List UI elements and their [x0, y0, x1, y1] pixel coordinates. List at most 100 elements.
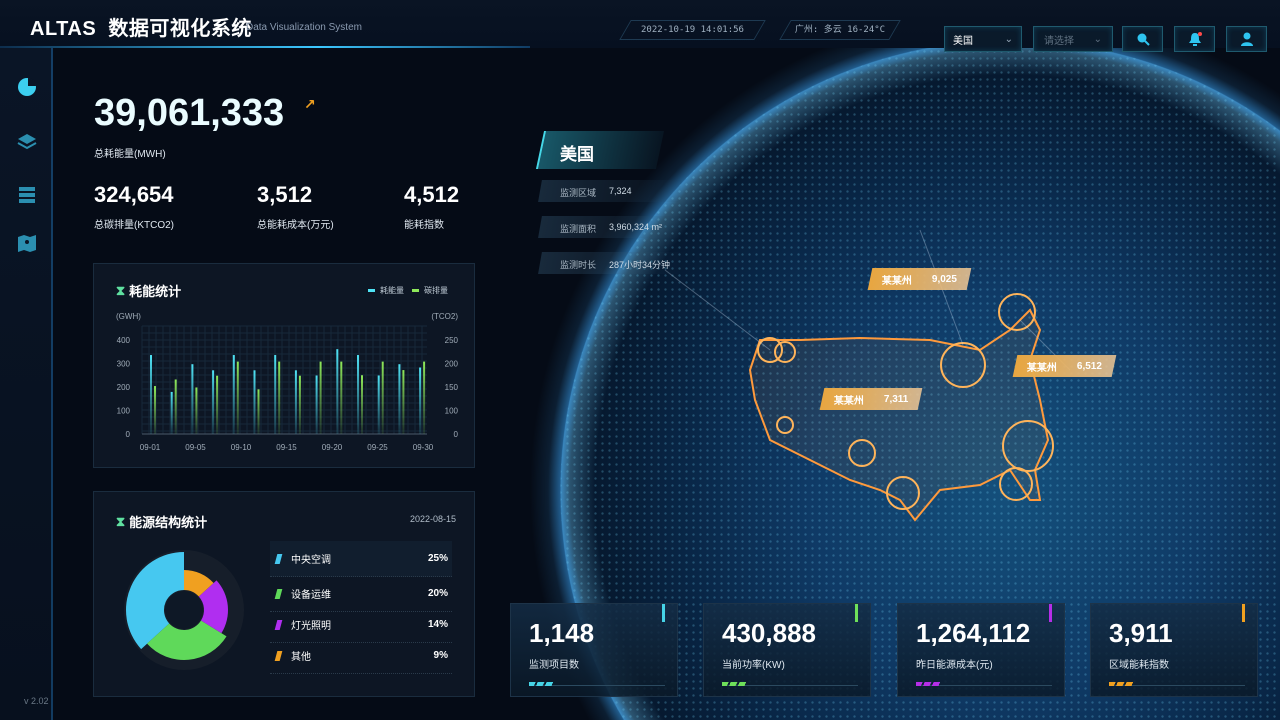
tick-label: 09-30: [413, 443, 434, 452]
stat-bar-track: [722, 685, 858, 686]
map-label[interactable]: 某某州 7,311: [819, 388, 923, 410]
region-select-placeholder: 请选择: [1044, 35, 1074, 47]
weather-display: 广州: 多云 16-24°C: [779, 20, 901, 40]
bar-energy: [212, 370, 215, 434]
chart-pie-icon: [18, 78, 36, 96]
stat-bar-track: [916, 685, 1052, 686]
legend-row[interactable]: 设备运维 20%: [270, 576, 452, 612]
corner-accent: [855, 604, 858, 622]
panel-title: ⧗ 能源结构统计: [116, 512, 207, 531]
sidebar-item-layers[interactable]: [16, 130, 38, 152]
user-button[interactable]: [1226, 26, 1267, 52]
region-row-label: 监测时长: [560, 260, 597, 270]
legend-swatch: [274, 619, 283, 630]
hotspot: [998, 293, 1036, 331]
corner-accent: [1049, 604, 1052, 622]
stat-label: 监测项目数: [529, 660, 579, 671]
carbon-value: 324,654: [94, 182, 174, 207]
sidebar-item-list[interactable]: [16, 184, 38, 206]
hourglass-icon: ⧗: [116, 513, 126, 529]
total-energy-value: 39,061,333: [94, 92, 285, 134]
bar-carbon: [216, 375, 219, 434]
bar-carbon: [423, 361, 426, 434]
legend-swatch: [274, 650, 283, 661]
stat-value: 430,888: [722, 618, 816, 648]
hourglass-icon: ⧗: [116, 282, 126, 298]
tick-label: 200: [445, 360, 459, 369]
bar-carbon: [278, 361, 281, 434]
carbon-label: 总碳排量(KTCO2): [94, 220, 174, 231]
search-icon: [1137, 33, 1150, 46]
legend-row[interactable]: 中央空调 25%: [270, 541, 452, 577]
region-row-value: 3,960,324 m²: [609, 222, 663, 232]
map-label-value: 9,025: [932, 273, 958, 285]
donut-chart: [124, 550, 244, 670]
stat-label: 当前功率(KW): [722, 660, 785, 671]
sidebar-item-map[interactable]: [16, 232, 38, 254]
legend-label: 耗能量: [380, 286, 404, 295]
notifications-button[interactable]: [1174, 26, 1215, 52]
bar-carbon: [195, 387, 198, 434]
map-label[interactable]: 某某州 9,025: [867, 268, 972, 290]
datetime-text: 2022-10-19 14:01:56: [641, 25, 744, 35]
tick-label: 100: [445, 407, 459, 416]
bar-energy: [232, 355, 235, 434]
map-icon: [18, 235, 36, 252]
region-row-label: 监测区域: [560, 188, 597, 198]
bar-energy: [294, 370, 297, 434]
version-label: v 2.02: [24, 696, 49, 706]
cost-value: 3,512: [257, 182, 313, 207]
search-button[interactable]: [1122, 26, 1163, 52]
bar-energy: [336, 349, 339, 434]
hotspot: [886, 476, 920, 510]
bar-carbon: [257, 389, 260, 434]
chart-legend: 耗能量 碳排量: [368, 285, 448, 296]
stat-bar-track: [529, 685, 665, 686]
hotspot: [757, 337, 783, 363]
stat-bar-accent: [1109, 682, 1133, 686]
country-select-value: 美国: [953, 35, 973, 47]
corner-accent: [1242, 604, 1245, 622]
header-divider: [0, 46, 530, 48]
app-brand: ALTAS: [30, 18, 97, 40]
cost-label: 总能耗成本(万元): [257, 220, 334, 231]
corner-accent: [662, 604, 665, 622]
bar-energy: [315, 375, 318, 434]
datetime-display: 2022-10-19 14:01:56: [619, 20, 766, 40]
region-select[interactable]: 请选择 ⌄: [1033, 26, 1113, 52]
stat-value: 1,264,112: [916, 618, 1031, 648]
stat-card: 430,888 当前功率(KW): [703, 603, 871, 697]
donut-hole: [165, 591, 203, 629]
bar-energy: [357, 355, 359, 434]
tick-label: 150: [445, 383, 459, 392]
bar-carbon: [174, 379, 177, 434]
bar-energy: [398, 364, 401, 434]
legend-row[interactable]: 其他 9%: [270, 638, 452, 674]
bar-energy: [150, 355, 152, 434]
region-row-value: 7,324: [609, 186, 632, 196]
map-label[interactable]: 某某州 6,512: [1012, 355, 1117, 377]
legend-label: 中央空调: [291, 555, 331, 566]
bar-carbon: [381, 361, 384, 434]
region-row-label: 监测面积: [560, 224, 597, 234]
tick-label: 09-10: [231, 443, 252, 452]
legend-row[interactable]: 灯光照明 14%: [270, 607, 452, 643]
bar-carbon: [154, 386, 156, 434]
legend-pct: 14%: [427, 619, 448, 630]
legend-pct: 25%: [427, 553, 448, 564]
region-row-value: 287小时34分钟: [609, 260, 671, 270]
tick-label: 09-25: [367, 443, 388, 452]
bar-energy: [170, 391, 173, 434]
leader-line: [664, 269, 771, 351]
tick-label: 09-05: [185, 443, 206, 452]
bar-carbon: [402, 370, 405, 434]
legend-item: 碳排量: [412, 285, 448, 296]
stat-card: 1,264,112 昨日能源成本(元): [897, 603, 1065, 697]
sidebar-item-dashboard[interactable]: [16, 76, 38, 98]
panel-title: ⧗ 耗能统计: [116, 281, 181, 300]
country-select[interactable]: 美国 ⌄: [944, 26, 1022, 52]
legend-label: 其他: [291, 652, 311, 663]
legend-swatch: [368, 289, 375, 293]
index-label: 能耗指数: [404, 220, 444, 231]
hotspot: [999, 467, 1033, 501]
